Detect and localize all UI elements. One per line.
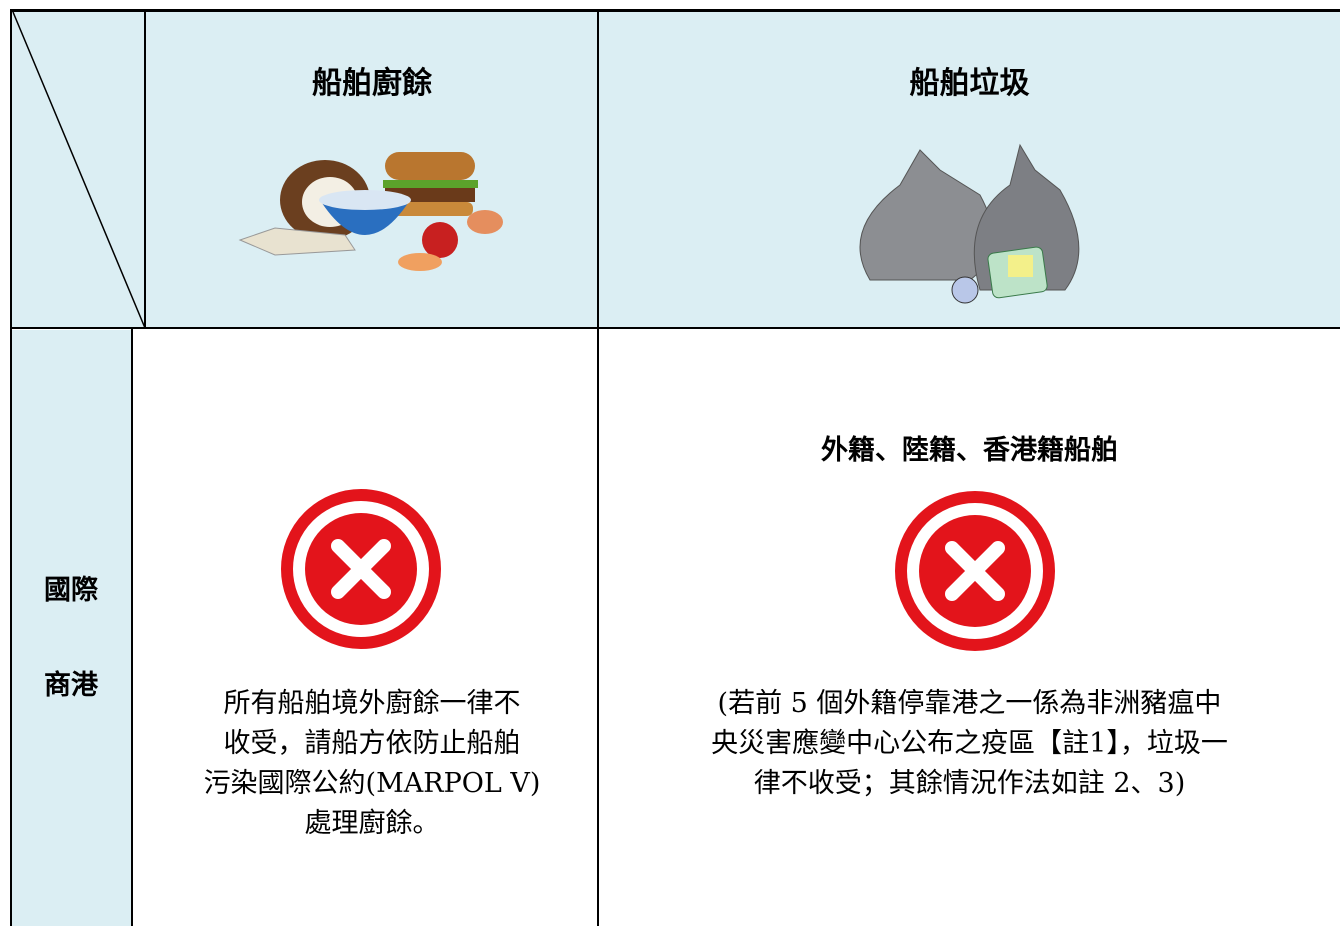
border bbox=[10, 10, 12, 926]
border bbox=[144, 10, 146, 328]
row-label: 國際 bbox=[44, 575, 98, 606]
header: 船舶廚餘 bbox=[312, 66, 432, 101]
text-line: 所有船舶境外廚餘一律不 bbox=[223, 688, 521, 719]
text-line: 收受，請船方依防止船舶 bbox=[223, 728, 521, 759]
text-line: 污染國際公約(MARPOL V) bbox=[203, 768, 541, 799]
reject-icon bbox=[281, 489, 441, 649]
cell-text: 所有船舶境外廚餘一律不 收受，請船方依防止船舶 污染國際公約(MARPOL V) 處理… bbox=[146, 684, 598, 844]
text-line: 律不收受；其餘情況作法如註 2、3) bbox=[753, 768, 1186, 799]
cell-subtitle: 外籍、陸籍、香港籍船舶 bbox=[821, 435, 1118, 466]
trash-illustration bbox=[859, 143, 1080, 304]
cell-text: (若前 5 個外籍停靠港之一係為非洲豬瘟中 央災害應變中心公布之疫區【註1】，垃圾… bbox=[599, 684, 1340, 804]
food-illustration bbox=[238, 152, 503, 271]
header: 船舶垃圾 bbox=[909, 66, 1030, 101]
text-line: 央災害應變中心公布之疫區【註1】，垃圾一 bbox=[711, 728, 1228, 759]
text-line: (若前 5 個外籍停靠港之一係為非洲豬瘟中 bbox=[717, 688, 1222, 719]
text-line: 處理廚餘。 bbox=[304, 808, 440, 839]
border bbox=[597, 10, 599, 926]
row-label: 商港 bbox=[44, 670, 98, 701]
border bbox=[10, 9, 1340, 12]
diagonal bbox=[12, 11, 146, 329]
border bbox=[131, 328, 133, 926]
reject-icon bbox=[895, 491, 1055, 651]
label-bg bbox=[10, 330, 132, 926]
header-bg bbox=[10, 10, 1340, 328]
border bbox=[10, 327, 1340, 329]
